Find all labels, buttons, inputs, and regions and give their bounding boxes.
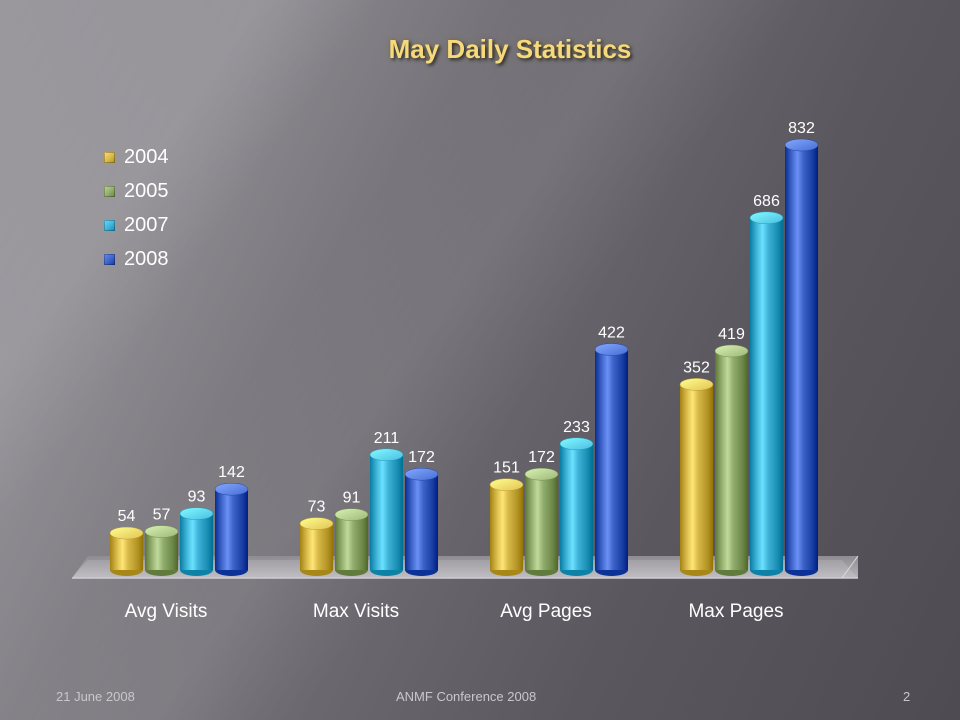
chart-floor xyxy=(72,555,859,579)
bar-2004-max-pages xyxy=(679,378,714,576)
data-label: 57 xyxy=(153,507,171,524)
chart-data-labels: 54 57 93 142 73 91 211 172 151 172 233 422 352 419 686… xyxy=(118,120,815,525)
data-label: 832 xyxy=(788,120,815,137)
bar-2007-avg-pages xyxy=(559,437,594,576)
data-label: 151 xyxy=(493,460,520,477)
bar-2004-max-visits xyxy=(299,517,334,576)
bar-2007-max-pages xyxy=(749,211,784,576)
floor-edge xyxy=(841,555,859,579)
data-label: 211 xyxy=(374,430,400,447)
footer-event: ANMF Conference 2008 xyxy=(396,689,537,704)
bar-2005-max-pages xyxy=(714,344,749,576)
chart-bars xyxy=(109,138,819,576)
data-label: 422 xyxy=(598,325,625,342)
data-label: 73 xyxy=(308,499,326,516)
data-label: 54 xyxy=(118,508,136,525)
legend-item: 2004 xyxy=(104,140,169,174)
legend-label: 2004 xyxy=(124,145,169,168)
x-tick-label: Max Pages xyxy=(688,601,783,622)
legend: 2004 2005 2007 2008 xyxy=(104,140,169,276)
bar-2008-avg-visits xyxy=(214,482,249,576)
legend-swatch xyxy=(104,151,115,163)
x-tick-label: Max Visits xyxy=(313,601,399,622)
legend-label: 2007 xyxy=(124,213,169,236)
x-tick-label: Avg Pages xyxy=(500,601,592,622)
bar-2008-max-pages xyxy=(784,138,819,576)
bar-2007-avg-visits xyxy=(179,507,214,576)
legend-swatch xyxy=(104,185,115,197)
chart-floor-plane xyxy=(72,556,858,578)
legend-label: 2008 xyxy=(124,247,169,270)
data-label: 91 xyxy=(343,490,361,507)
data-label: 419 xyxy=(718,326,745,343)
chart-category-labels: Avg Visits Max Visits Avg Pages Max Pages xyxy=(125,601,784,622)
bar-2007-max-visits xyxy=(369,448,404,576)
data-label: 686 xyxy=(753,193,780,210)
bar-2005-avg-pages xyxy=(524,467,559,576)
legend-swatch xyxy=(104,253,115,265)
legend-item: 2005 xyxy=(104,174,169,208)
footer-date: 21 June 2008 xyxy=(56,689,135,704)
data-label: 93 xyxy=(188,489,206,506)
bar-2004-avg-visits xyxy=(109,526,144,576)
data-label: 172 xyxy=(408,449,435,466)
legend-swatch xyxy=(104,219,115,231)
footer-page-number: 2 xyxy=(903,689,911,704)
bar-2004-avg-pages xyxy=(489,478,524,576)
bar-2008-max-visits xyxy=(404,467,439,576)
legend-item: 2008 xyxy=(104,242,169,276)
bar-2005-avg-visits xyxy=(144,525,179,576)
x-tick-label: Avg Visits xyxy=(125,601,208,622)
data-label: 172 xyxy=(528,449,555,466)
data-label: 142 xyxy=(218,464,245,481)
data-label: 352 xyxy=(683,359,710,376)
bar-2008-avg-pages xyxy=(594,343,629,576)
bar-2005-max-visits xyxy=(334,508,369,576)
legend-item: 2007 xyxy=(104,208,169,242)
legend-label: 2005 xyxy=(124,179,169,202)
data-label: 233 xyxy=(563,419,590,436)
page-title: May Daily Statistics xyxy=(388,34,632,64)
